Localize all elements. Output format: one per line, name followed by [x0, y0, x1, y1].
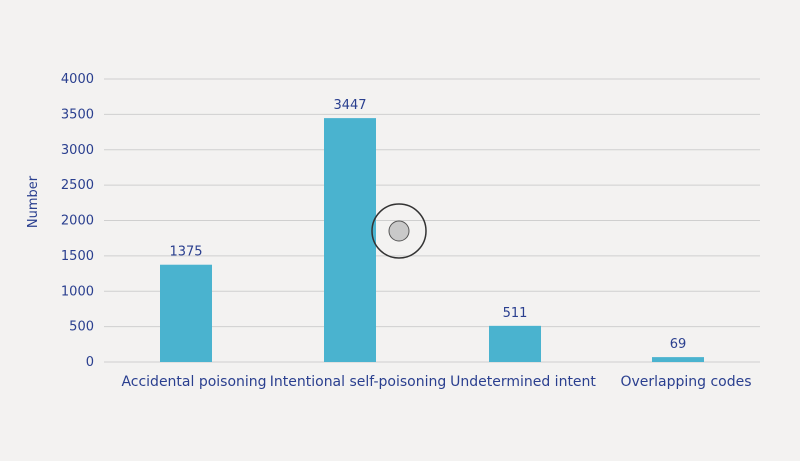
y-tick-label: 2500	[61, 178, 94, 193]
y-tick-label: 2000	[61, 214, 94, 229]
data-label: 3447	[333, 98, 366, 113]
y-tick-label: 3500	[61, 107, 94, 122]
bar	[489, 325, 541, 362]
bar	[160, 264, 212, 362]
y-tick-label: 0	[86, 355, 94, 370]
data-labels: 1375 3447 511 69	[169, 98, 686, 352]
bar	[652, 357, 704, 362]
y-tick-label: 1000	[61, 284, 94, 299]
category-labels: Accidental poisoning Intentional self-poi…	[121, 374, 751, 390]
y-tick-label: 1500	[61, 249, 94, 264]
y-tick-label: 4000	[61, 72, 94, 87]
category-label: Intentional self-poisoning	[270, 374, 446, 390]
bars	[160, 118, 704, 362]
bar	[324, 118, 376, 362]
data-label: 511	[503, 306, 528, 321]
y-tick-label: 500	[69, 320, 94, 335]
data-label: 1375	[169, 245, 202, 260]
y-tick-label: 3000	[61, 143, 94, 158]
cursor-ring-icon	[371, 203, 427, 259]
category-label: Accidental poisoning	[121, 374, 266, 390]
category-label: Overlapping codes	[620, 374, 751, 390]
y-tick-labels: 0 500 1000 1500 2000 2500 3000 3500 4000	[61, 72, 94, 370]
data-label: 69	[670, 337, 687, 352]
category-label: Undetermined intent	[450, 374, 596, 390]
gridlines	[104, 78, 760, 363]
y-axis-label: Number	[26, 175, 41, 228]
